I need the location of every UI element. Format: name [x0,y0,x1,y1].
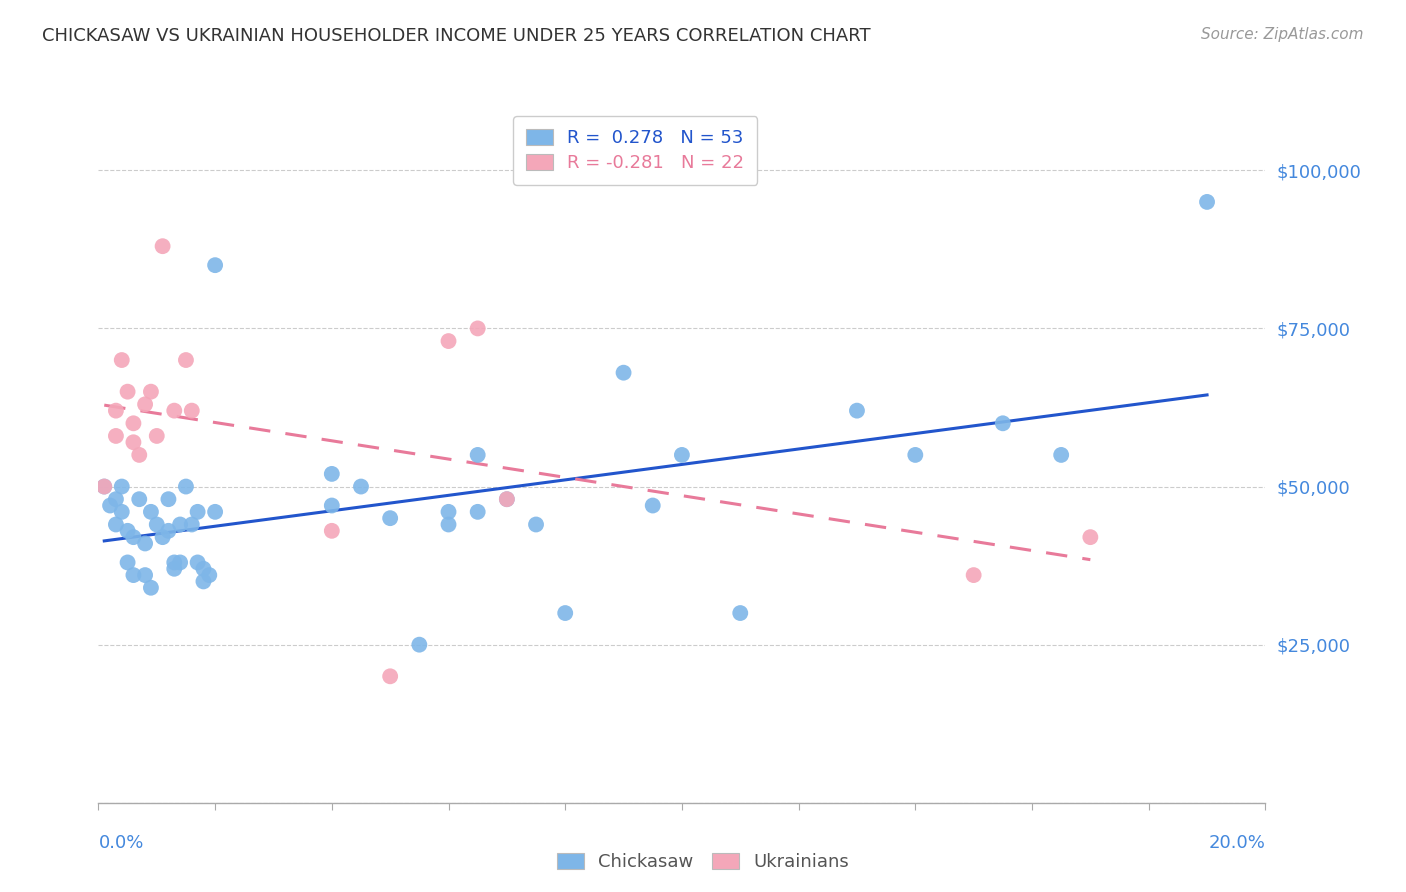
Text: 20.0%: 20.0% [1209,834,1265,852]
Text: Source: ZipAtlas.com: Source: ZipAtlas.com [1201,27,1364,42]
Point [321,524,343,538]
Point [193,574,215,589]
Point [134,536,156,550]
Point [128,448,150,462]
Point [111,479,134,493]
Point [991,417,1014,431]
Point [152,239,174,253]
Point [378,511,402,525]
Point [98,499,121,513]
Point [122,530,145,544]
Point [174,353,197,368]
Point [104,517,127,532]
Point [139,505,162,519]
Point [104,492,127,507]
Point [117,556,139,570]
Point [134,397,156,411]
Point [612,366,634,380]
Point [204,258,226,272]
Point [104,403,127,417]
Point [139,581,162,595]
Point [163,562,186,576]
Point [174,479,197,493]
Point [111,353,134,368]
Point [728,606,751,620]
Point [187,505,209,519]
Point [169,556,191,570]
Point [467,448,489,462]
Point [146,517,169,532]
Point [495,492,517,507]
Point [378,669,402,683]
Point [467,321,489,335]
Point [122,435,145,450]
Point [104,429,127,443]
Point [122,568,145,582]
Point [198,568,221,582]
Point [321,467,343,481]
Point [163,556,186,570]
Point [111,505,134,519]
Point [152,530,174,544]
Point [845,403,868,417]
Text: 0.0%: 0.0% [98,834,143,852]
Point [321,499,343,513]
Point [146,429,169,443]
Point [163,403,186,417]
Point [467,505,489,519]
Point [93,479,115,493]
Legend: R =  0.278   N = 53, R = -0.281   N = 22: R = 0.278 N = 53, R = -0.281 N = 22 [513,116,758,186]
Point [962,568,984,582]
Point [524,517,547,532]
Point [180,403,202,417]
Point [1080,530,1102,544]
Point [169,517,191,532]
Point [408,638,430,652]
Point [157,492,180,507]
Point [437,505,460,519]
Point [1050,448,1073,462]
Point [350,479,373,493]
Point [117,524,139,538]
Point [671,448,693,462]
Point [554,606,576,620]
Point [437,334,460,348]
Point [641,499,664,513]
Text: CHICKASAW VS UKRAINIAN HOUSEHOLDER INCOME UNDER 25 YEARS CORRELATION CHART: CHICKASAW VS UKRAINIAN HOUSEHOLDER INCOM… [42,27,870,45]
Point [117,384,139,399]
Point [122,417,145,431]
Point [128,492,150,507]
Point [904,448,927,462]
Point [204,505,226,519]
Point [180,517,202,532]
Point [193,562,215,576]
Legend: Chickasaw, Ukrainians: Chickasaw, Ukrainians [550,846,856,879]
Point [437,517,460,532]
Point [495,492,517,507]
Point [139,384,162,399]
Point [187,556,209,570]
Point [93,479,115,493]
Point [157,524,180,538]
Point [134,568,156,582]
Point [1195,194,1218,209]
